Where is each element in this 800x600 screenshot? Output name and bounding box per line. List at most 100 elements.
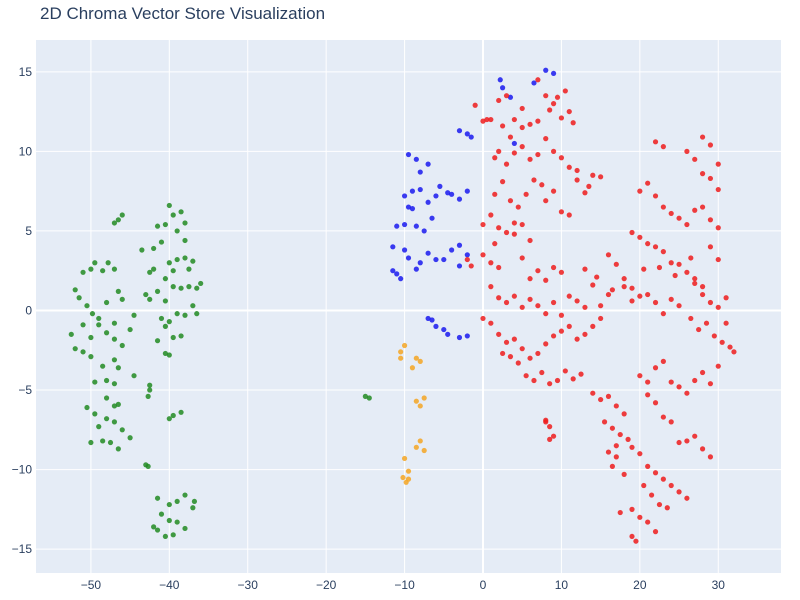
- plot-area: [36, 40, 781, 573]
- data-point: [645, 241, 651, 247]
- data-point: [409, 365, 416, 371]
- data-point: [519, 124, 525, 131]
- data-point: [131, 312, 137, 318]
- data-point: [464, 188, 470, 194]
- data-point: [715, 256, 721, 263]
- data-point: [166, 319, 172, 325]
- data-point: [660, 204, 666, 210]
- data-point: [617, 509, 623, 516]
- data-point: [727, 344, 733, 350]
- data-point: [676, 215, 682, 221]
- data-point: [711, 333, 717, 339]
- data-point: [80, 322, 86, 328]
- data-point: [480, 221, 486, 228]
- data-point: [550, 188, 557, 194]
- data-point: [154, 288, 161, 294]
- data-point: [111, 357, 118, 363]
- data-point: [617, 431, 623, 438]
- data-point: [550, 333, 557, 339]
- data-point: [613, 443, 619, 449]
- data-point: [629, 444, 635, 450]
- data-point: [417, 438, 423, 444]
- data-point: [394, 223, 400, 229]
- data-point: [574, 177, 580, 183]
- data-point: [401, 193, 408, 199]
- data-point: [194, 285, 200, 291]
- data-point: [707, 142, 714, 148]
- data-point: [613, 261, 619, 267]
- data-point: [119, 427, 125, 433]
- data-point: [527, 355, 533, 361]
- data-point: [715, 186, 721, 193]
- data-point: [400, 474, 406, 481]
- data-point: [652, 244, 659, 250]
- data-point: [511, 231, 517, 237]
- data-point: [158, 239, 165, 245]
- data-point: [84, 303, 90, 309]
- data-point: [590, 390, 596, 396]
- data-point: [72, 287, 78, 293]
- x-tick-label: −20: [316, 578, 337, 592]
- data-point: [96, 424, 102, 430]
- data-point: [656, 501, 663, 508]
- data-point: [456, 128, 463, 134]
- data-point: [707, 175, 714, 182]
- data-point: [92, 379, 98, 385]
- data-point: [100, 268, 106, 274]
- data-point: [441, 326, 447, 333]
- data-point: [519, 144, 525, 150]
- data-point: [684, 221, 690, 228]
- data-point: [103, 377, 110, 384]
- data-point: [515, 204, 521, 210]
- data-point: [507, 354, 514, 360]
- x-tick-label: 0: [480, 578, 487, 592]
- data-point: [464, 333, 470, 339]
- data-point: [629, 298, 635, 304]
- data-point: [143, 291, 149, 298]
- data-point: [590, 282, 596, 288]
- data-point: [543, 93, 549, 99]
- data-point: [684, 495, 690, 501]
- data-point: [519, 304, 525, 310]
- data-point: [191, 498, 198, 505]
- data-point: [539, 182, 545, 188]
- data-point: [550, 70, 557, 77]
- data-point: [558, 312, 565, 318]
- data-point: [89, 311, 96, 317]
- data-point: [437, 183, 443, 189]
- data-point: [456, 263, 463, 269]
- data-point: [613, 403, 619, 409]
- data-point: [464, 131, 470, 137]
- data-point: [496, 295, 502, 301]
- data-point: [115, 288, 121, 294]
- data-point: [194, 311, 200, 317]
- data-point: [621, 284, 627, 290]
- data-point: [692, 377, 698, 384]
- data-point: [480, 252, 486, 258]
- data-point: [166, 517, 172, 524]
- data-point: [594, 274, 600, 280]
- data-point: [652, 400, 659, 406]
- data-point: [668, 260, 674, 266]
- data-point: [688, 315, 694, 322]
- data-point: [115, 401, 121, 407]
- data-point: [696, 326, 702, 333]
- data-point: [625, 436, 631, 442]
- data-point: [699, 446, 706, 452]
- data-point: [154, 527, 161, 533]
- data-point: [519, 346, 525, 352]
- data-point: [676, 384, 682, 390]
- data-point: [151, 266, 157, 272]
- data-point: [145, 393, 151, 399]
- data-point: [170, 412, 176, 419]
- data-point: [519, 221, 525, 228]
- data-point: [719, 339, 725, 345]
- data-point: [605, 449, 612, 455]
- data-point: [535, 350, 541, 357]
- data-point: [500, 179, 506, 185]
- data-point: [401, 455, 408, 462]
- data-point: [405, 476, 412, 482]
- data-point: [488, 320, 494, 326]
- data-point: [660, 249, 666, 255]
- data-point: [413, 398, 419, 404]
